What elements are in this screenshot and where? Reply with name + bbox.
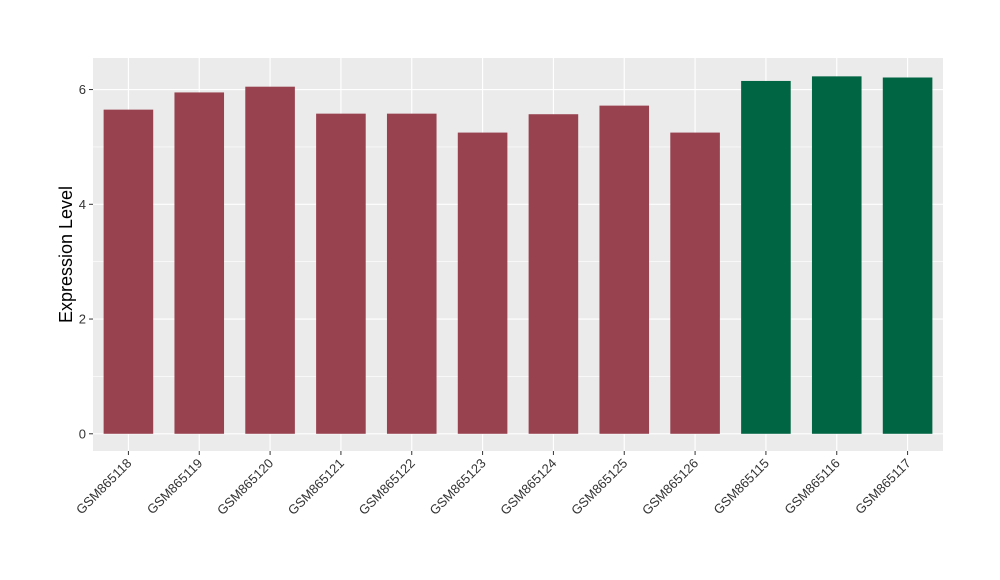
x-tick-label: GSM865120 — [214, 456, 276, 518]
bar-GSM865119 — [174, 92, 225, 434]
bar-GSM865117 — [882, 77, 933, 434]
x-tick-label: GSM865123 — [426, 456, 488, 518]
y-tick-label: 2 — [79, 312, 86, 327]
bar-GSM865118 — [103, 109, 154, 434]
bar-GSM865124 — [528, 114, 579, 434]
x-tick-label: GSM865119 — [144, 456, 206, 518]
x-tick-label: GSM865124 — [497, 456, 559, 518]
bars-group — [103, 76, 933, 434]
bar-GSM865125 — [599, 105, 650, 434]
y-axis: 0 2 4 6 — [79, 82, 93, 441]
bar-GSM865121 — [316, 113, 366, 434]
x-tick-label: GSM865121 — [285, 456, 347, 518]
bar-GSM865126 — [670, 132, 720, 434]
x-tick-label: GSM865118 — [73, 456, 135, 518]
x-tick-label: GSM865126 — [639, 456, 701, 518]
bar-GSM865123 — [457, 132, 508, 434]
x-tick-label: GSM865115 — [710, 456, 772, 518]
y-tick-label: 0 — [79, 426, 86, 441]
x-tick-label: GSM865116 — [781, 456, 843, 518]
x-axis: GSM865118 GSM865119 GSM865120 GSM865121 GSM8… — [73, 451, 914, 518]
y-tick-label: 4 — [79, 197, 86, 212]
y-axis-title: Expression Level — [56, 186, 76, 323]
plot-panel — [93, 58, 943, 451]
x-tick-label: GSM865117 — [852, 456, 914, 518]
bar-GSM865120 — [245, 86, 295, 434]
x-tick-label: GSM865122 — [356, 456, 418, 518]
bar-GSM865122 — [386, 113, 437, 434]
bar-GSM865116 — [811, 76, 862, 434]
y-tick-label: 6 — [79, 82, 86, 97]
bar-GSM865115 — [741, 80, 791, 434]
x-tick-label: GSM865125 — [568, 456, 630, 518]
